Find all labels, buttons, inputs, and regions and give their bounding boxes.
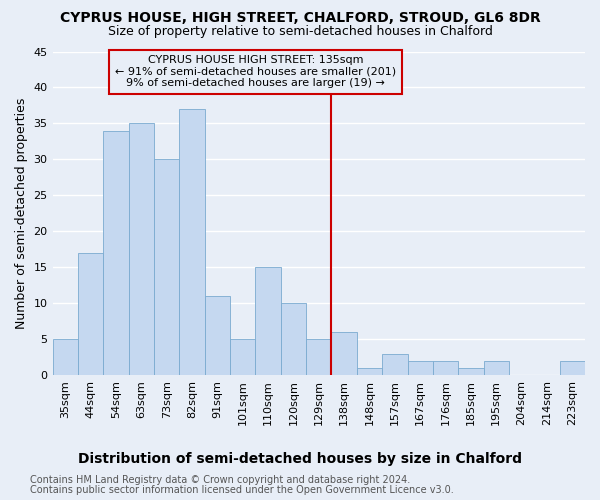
Bar xyxy=(128,124,154,375)
Bar xyxy=(458,368,484,375)
Text: CYPRUS HOUSE HIGH STREET: 135sqm
← 91% of semi-detached houses are smaller (201): CYPRUS HOUSE HIGH STREET: 135sqm ← 91% o… xyxy=(115,55,396,88)
Bar xyxy=(78,253,103,375)
Bar xyxy=(230,339,256,375)
Bar xyxy=(306,339,331,375)
Bar xyxy=(281,303,306,375)
Bar xyxy=(357,368,382,375)
Bar xyxy=(407,361,433,375)
Bar xyxy=(179,109,205,375)
Bar xyxy=(382,354,407,375)
Bar xyxy=(103,130,128,375)
Bar xyxy=(433,361,458,375)
Bar xyxy=(331,332,357,375)
Y-axis label: Number of semi-detached properties: Number of semi-detached properties xyxy=(15,98,28,329)
Text: CYPRUS HOUSE, HIGH STREET, CHALFORD, STROUD, GL6 8DR: CYPRUS HOUSE, HIGH STREET, CHALFORD, STR… xyxy=(59,11,541,25)
Text: Contains HM Land Registry data © Crown copyright and database right 2024.: Contains HM Land Registry data © Crown c… xyxy=(30,475,410,485)
Bar xyxy=(256,268,281,375)
Text: Size of property relative to semi-detached houses in Chalford: Size of property relative to semi-detach… xyxy=(107,25,493,38)
Bar xyxy=(205,296,230,375)
Text: Contains public sector information licensed under the Open Government Licence v3: Contains public sector information licen… xyxy=(30,485,454,495)
Bar xyxy=(560,361,585,375)
Bar xyxy=(53,339,78,375)
Bar xyxy=(154,160,179,375)
Bar xyxy=(484,361,509,375)
Text: Distribution of semi-detached houses by size in Chalford: Distribution of semi-detached houses by … xyxy=(78,452,522,466)
